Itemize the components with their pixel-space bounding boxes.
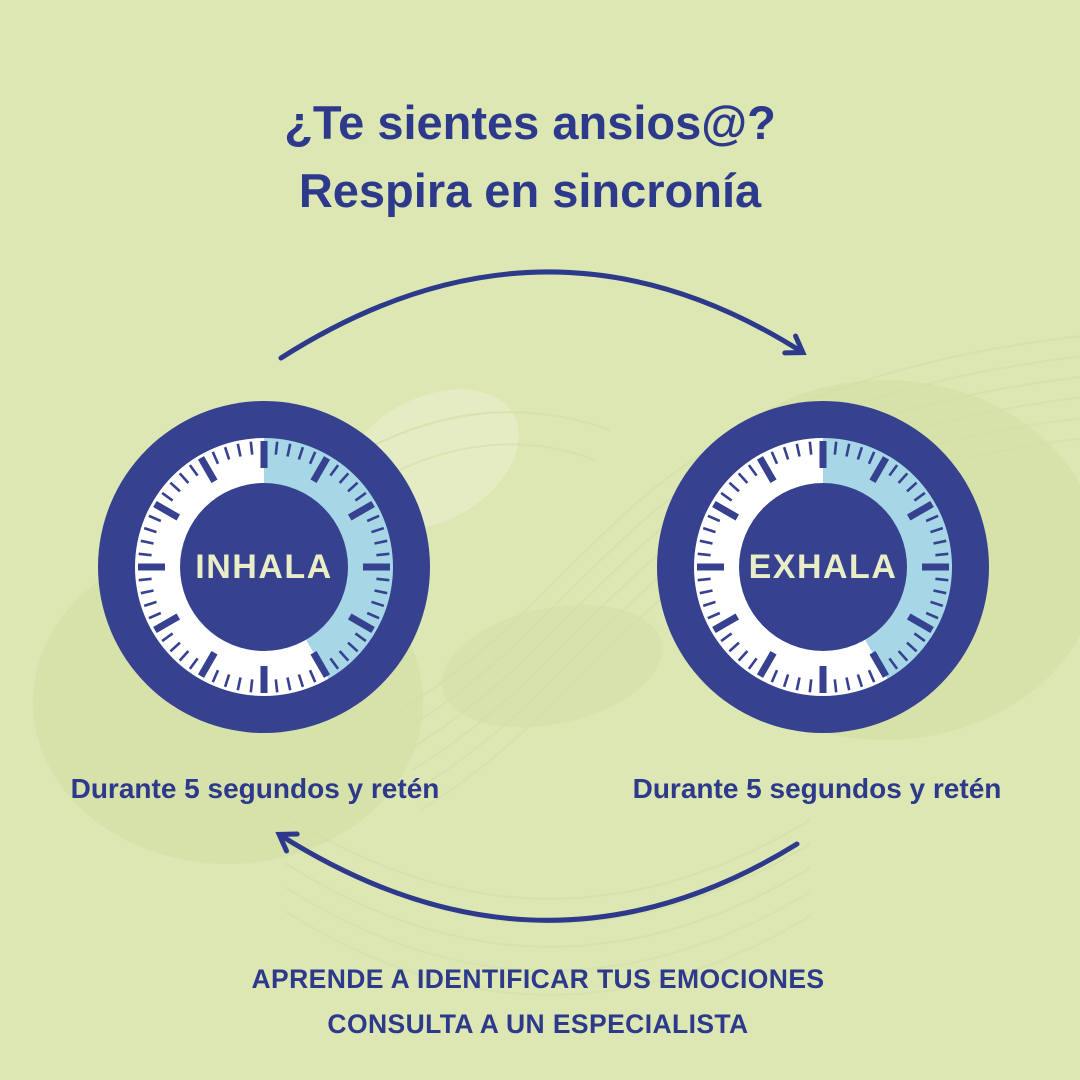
exhale-timer-dial: EXHALA <box>657 401 989 733</box>
inhale-timer-dial: INHALA <box>98 401 430 733</box>
dial-tick-marks <box>138 441 390 693</box>
exhale-caption: Durante 5 segundos y retén <box>632 773 1002 804</box>
curved-arrow-left-icon <box>275 831 800 923</box>
dial-center-disc: INHALA <box>180 483 348 651</box>
inhale-caption: Durante 5 segundos y retén <box>70 773 440 804</box>
footer-line-1: APRENDE A IDENTIFICAR TUS EMOCIONES <box>251 964 825 994</box>
title-line-1: ¿Te sientes ansios@? <box>284 96 776 149</box>
title-line-2: Respira en sincronía <box>298 164 762 217</box>
dial-tick-marks <box>697 441 949 693</box>
exhale-label: EXHALA <box>748 547 898 586</box>
footer-line-2: CONSULTA A UN ESPECIALISTA <box>327 1009 749 1039</box>
inhale-label: INHALA <box>195 547 333 586</box>
curved-arrow-right-icon <box>278 269 807 361</box>
dial-center-disc: EXHALA <box>739 483 907 651</box>
center-shadow-blob <box>441 604 663 728</box>
